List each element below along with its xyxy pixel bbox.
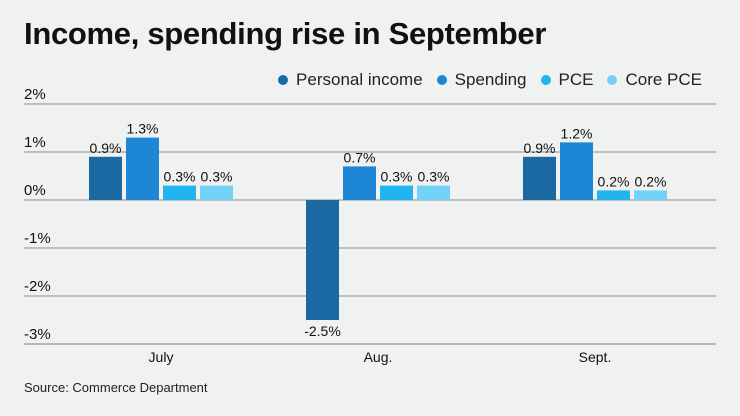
legend-item-pce: PCE <box>540 70 594 90</box>
data-label: 0.3% <box>201 169 233 185</box>
legend-item-personal-income: Personal income <box>278 70 423 90</box>
x-tick-label: Aug. <box>364 349 393 365</box>
data-label: -2.5% <box>304 323 341 339</box>
chart-title: Income, spending rise in September <box>24 16 547 51</box>
data-label: 0.9% <box>90 140 122 156</box>
legend-label: Spending <box>454 70 527 89</box>
bar <box>380 185 413 200</box>
data-label: 0.3% <box>381 169 413 185</box>
bar <box>89 156 122 200</box>
bar <box>597 190 630 200</box>
y-tick-label: 0% <box>24 182 46 199</box>
bar <box>306 200 339 320</box>
legend-item-spending: Spending <box>436 70 527 90</box>
data-label: 0.2% <box>598 173 630 189</box>
y-tick-label: 1% <box>24 134 46 151</box>
legend-dot-icon <box>607 75 618 85</box>
bar <box>343 166 376 200</box>
legend-label: Personal income <box>296 70 423 89</box>
data-label: 0.2% <box>635 173 667 189</box>
data-label: 1.3% <box>127 121 159 137</box>
legend: Personal income Spending PCE Core PCE <box>278 70 702 90</box>
data-label: 0.3% <box>418 169 450 185</box>
y-tick-label: -3% <box>24 326 51 343</box>
source-note: Source: Commerce Department <box>24 380 208 395</box>
x-tick-label: Sept. <box>579 349 612 365</box>
bar <box>523 156 556 200</box>
data-label: 0.9% <box>524 140 556 156</box>
data-label: 0.7% <box>344 149 376 165</box>
legend-item-core-pce: Core PCE <box>607 70 702 90</box>
legend-label: PCE <box>558 70 594 89</box>
data-label: 1.2% <box>561 125 593 141</box>
bar <box>634 190 667 200</box>
legend-dot-icon <box>278 75 289 85</box>
legend-dot-icon <box>540 75 551 85</box>
bar <box>560 142 593 200</box>
data-label: 0.3% <box>164 169 196 185</box>
bar <box>163 185 196 200</box>
legend-label: Core PCE <box>625 70 702 89</box>
y-tick-label: -1% <box>24 230 51 247</box>
bar <box>126 137 159 200</box>
bar <box>417 185 450 200</box>
y-tick-label: 2% <box>24 86 46 103</box>
x-tick-label: July <box>149 349 174 365</box>
legend-dot-icon <box>436 75 447 85</box>
y-tick-label: -2% <box>24 278 51 295</box>
bar <box>200 185 233 200</box>
